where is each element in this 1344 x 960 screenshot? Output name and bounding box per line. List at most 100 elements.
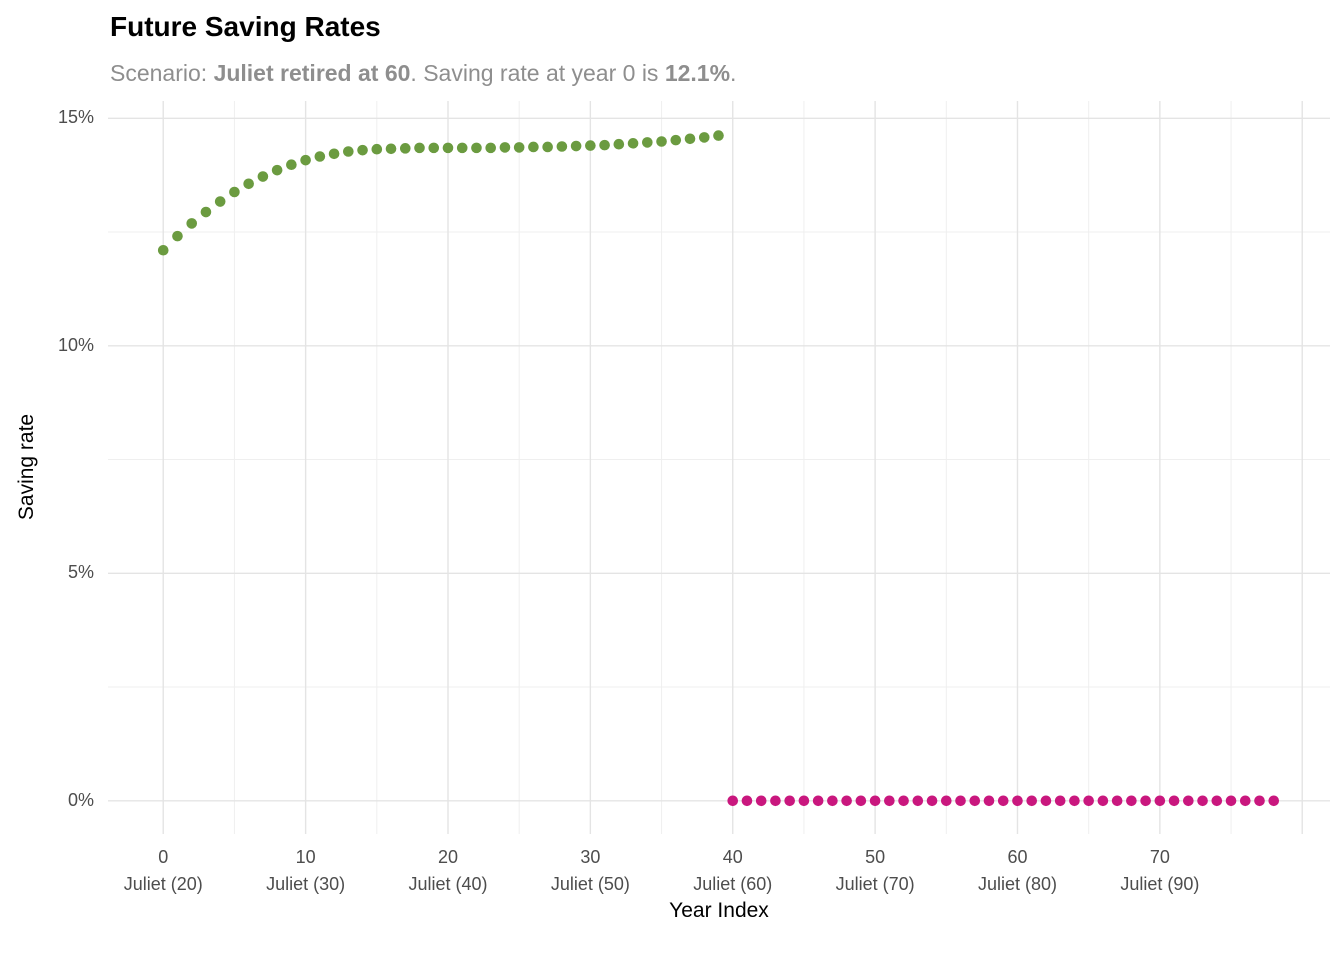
saving-rate-working-years-point [713,130,724,141]
saving-rate-retirement-years-point [727,795,739,807]
saving-rate-working-years-point [556,141,568,152]
saving-rate-working-years-point [357,144,368,156]
x-tick-label-year: 0 [158,847,169,867]
saving-rate-working-years-point [229,186,240,198]
x-tick-label: 60 Juliet (80) [942,844,1092,898]
chart-subtitle-segment: Juliet retired at 60 [213,60,411,86]
saving-rate-retirement-years-point [1040,795,1052,807]
saving-rate-retirement-years-point [1268,795,1280,807]
saving-rate-working-years-point [599,139,610,151]
x-tick-label-age: Juliet (20) [123,874,203,894]
x-tick-label: 40 Juliet (60) [658,844,808,898]
saving-rate-working-years-point [300,154,311,166]
saving-rate-retirement-years-point [898,795,909,807]
saving-rate-working-years-point [670,134,682,146]
saving-rate-working-years-point [698,132,710,143]
x-tick-label: 20 Juliet (40) [373,844,523,898]
saving-rate-retirement-years-point [969,795,981,807]
chart-title: Future Saving Rates [110,11,381,42]
x-tick-label-year: 60 [1007,847,1028,867]
saving-rate-working-years-point [172,230,183,242]
saving-rate-working-years-point [456,142,468,154]
saving-rate-working-years-point [371,143,383,155]
x-tick-label: 10 Juliet (30) [231,844,381,898]
saving-rate-working-years-point [570,140,582,152]
saving-rate-working-years-point [414,142,425,154]
saving-rate-working-years-point [257,171,269,182]
saving-rate-working-years-point [585,140,596,151]
saving-rate-retirement-years-point [1097,795,1109,807]
x-tick-label-year: 70 [1149,847,1170,867]
y-tick-label: 10% [57,334,94,355]
x-tick-label: 0 Juliet (20) [88,844,238,898]
chart-subtitle-segment: . Saving rate at year 0 is [410,60,665,86]
x-tick-label-year: 40 [722,847,743,867]
saving-rate-retirement-years-point [869,795,881,807]
saving-rate-retirement-years-point [912,795,924,807]
saving-rate-working-years-point [471,142,482,154]
saving-rate-working-years-point [613,138,625,150]
saving-rate-retirement-years-point [1083,795,1094,807]
saving-rate-working-years-point [684,133,696,145]
saving-rate-working-years-point [271,164,283,176]
x-tick-label-age: Juliet (90) [1120,874,1200,894]
saving-rate-retirement-years-point [884,795,895,807]
saving-rate-retirement-years-point [855,795,867,807]
saving-rate-working-years-point [328,148,340,160]
chart-subtitle: Scenario: Juliet retired at 60. Saving r… [110,60,736,87]
y-tick-label: 5% [67,562,94,583]
chart-subtitle-segment: Scenario: [110,60,214,86]
x-tick-label-year: 50 [865,847,886,867]
saving-rate-working-years-point [442,142,454,154]
saving-rate-retirement-years-point [1126,795,1137,807]
saving-rate-working-years-point [286,159,297,170]
chart-subtitle-segment: 12.1% [664,60,731,86]
x-tick-label: 30 Juliet (50) [515,844,665,898]
y-axis-title: Saving rate [15,413,38,521]
x-tick-label-age: Juliet (70) [835,874,915,894]
saving-rate-retirement-years-point [812,795,824,807]
saving-rate-retirement-years-point [1054,795,1066,807]
saving-rate-working-years-point [214,196,226,207]
saving-rate-retirement-years-point [755,795,767,807]
saving-rate-working-years-point [200,206,212,218]
saving-rate-retirement-years-point [841,795,852,807]
saving-rate-working-years-point [499,142,511,153]
saving-rate-retirement-years-point [983,795,995,807]
y-tick-label: 15% [57,107,94,128]
saving-rate-retirement-years-point [1197,795,1208,807]
saving-rate-working-years-point [513,142,525,153]
x-tick-label: 70 Juliet (90) [1085,844,1235,898]
saving-rate-retirement-years-point [941,795,952,807]
saving-rate-retirement-years-point [955,795,966,807]
x-tick-label-year: 20 [437,847,458,867]
saving-rate-working-years-point [485,142,497,154]
x-tick-label-age: Juliet (50) [550,874,630,894]
x-tick-label: 50 Juliet (70) [800,844,950,898]
saving-rate-working-years-point [399,143,411,154]
plot-panel [108,101,1330,834]
x-tick-label-age: Juliet (30) [266,874,346,894]
saving-rate-retirement-years-point [1154,795,1166,807]
saving-rate-retirement-years-point [1140,795,1151,807]
saving-rate-working-years-point [528,141,539,153]
saving-rate-working-years-point [385,143,397,155]
saving-rate-working-years-point [186,218,198,229]
saving-rate-working-years-point [243,178,254,190]
saving-rate-retirement-years-point [1168,795,1180,807]
saving-rate-retirement-years-point [1026,795,1038,807]
saving-rate-retirement-years-point [1183,795,1194,807]
saving-rate-retirement-years-point [827,795,838,807]
saving-rate-working-years-point [656,136,667,147]
y-tick-label: 0% [67,789,94,810]
x-tick-label-age: Juliet (80) [977,874,1057,894]
saving-rate-retirement-years-point [798,795,810,807]
saving-rate-retirement-years-point [1012,795,1023,807]
saving-rate-working-years-point [428,142,440,154]
saving-rate-retirement-years-point [926,795,938,807]
saving-rate-working-years-point [343,146,354,157]
saving-rate-working-years-point [542,141,553,153]
x-tick-label-age: Juliet (40) [408,874,488,894]
x-tick-label-year: 30 [580,847,601,867]
